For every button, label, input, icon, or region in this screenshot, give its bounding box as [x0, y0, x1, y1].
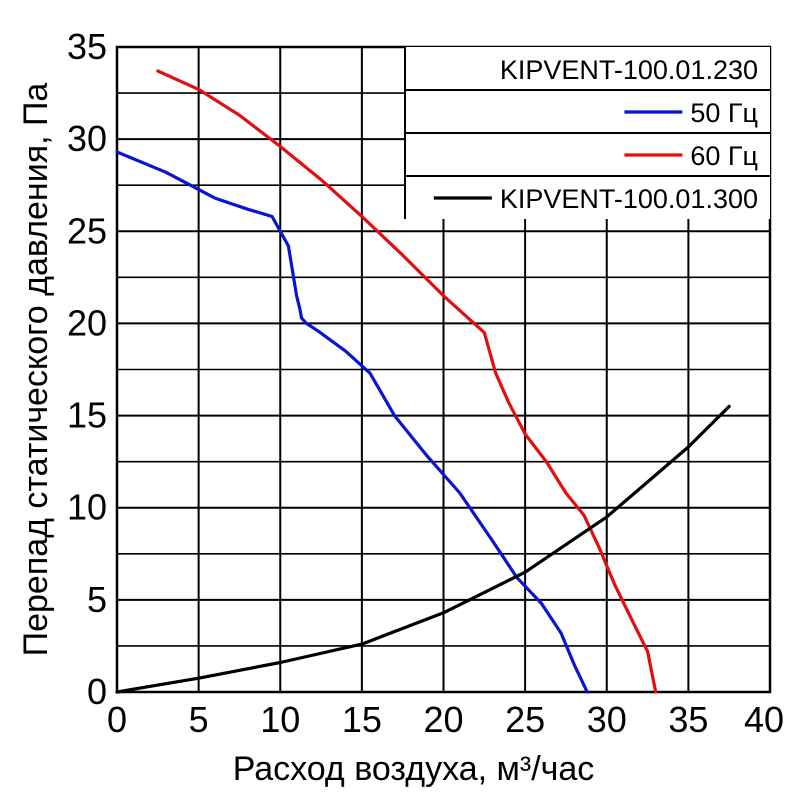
y-tick-label: 0 [87, 671, 107, 712]
y-tick-label: 25 [67, 210, 107, 251]
x-tick-label: 40 [744, 699, 784, 740]
legend-label: 50 Гц [690, 98, 758, 128]
legend: KIPVENT-100.01.230 50 Гц 60 Гц KIPVENT-100.… [404, 47, 770, 219]
y-tick-label: 5 [87, 579, 107, 620]
x-axis-label: Расход воздуха, м³/час [233, 750, 595, 788]
y-tick-label: 30 [67, 118, 107, 159]
series-line-60-гц [156, 69, 658, 694]
x-tick-label: 10 [260, 699, 300, 740]
legend-title: KIPVENT-100.01.230 [500, 55, 758, 85]
x-tick-label: 35 [668, 699, 708, 740]
y-axis-ticks: 0 5 10 15 20 25 30 35 [67, 26, 107, 712]
series-lines [115, 69, 731, 694]
x-tick-label: 0 [107, 699, 127, 740]
series-line-kipvent-100-01-300 [115, 404, 731, 694]
x-tick-label: 20 [423, 699, 463, 740]
x-tick-label: 25 [505, 699, 545, 740]
x-tick-label: 5 [189, 699, 209, 740]
y-axis-label: Перепад статического давления, Па [17, 83, 55, 657]
y-tick-label: 35 [67, 26, 107, 67]
series-line-50-гц [115, 150, 589, 694]
x-tick-label: 15 [342, 699, 382, 740]
y-tick-label: 15 [67, 395, 107, 436]
y-tick-label: 20 [67, 302, 107, 343]
legend-label: KIPVENT-100.01.300 [500, 184, 758, 214]
legend-label: 60 Гц [690, 141, 758, 171]
y-tick-label: 10 [67, 487, 107, 528]
x-tick-label: 30 [587, 699, 627, 740]
x-axis-ticks: 0 5 10 15 20 25 30 35 40 [107, 699, 784, 740]
